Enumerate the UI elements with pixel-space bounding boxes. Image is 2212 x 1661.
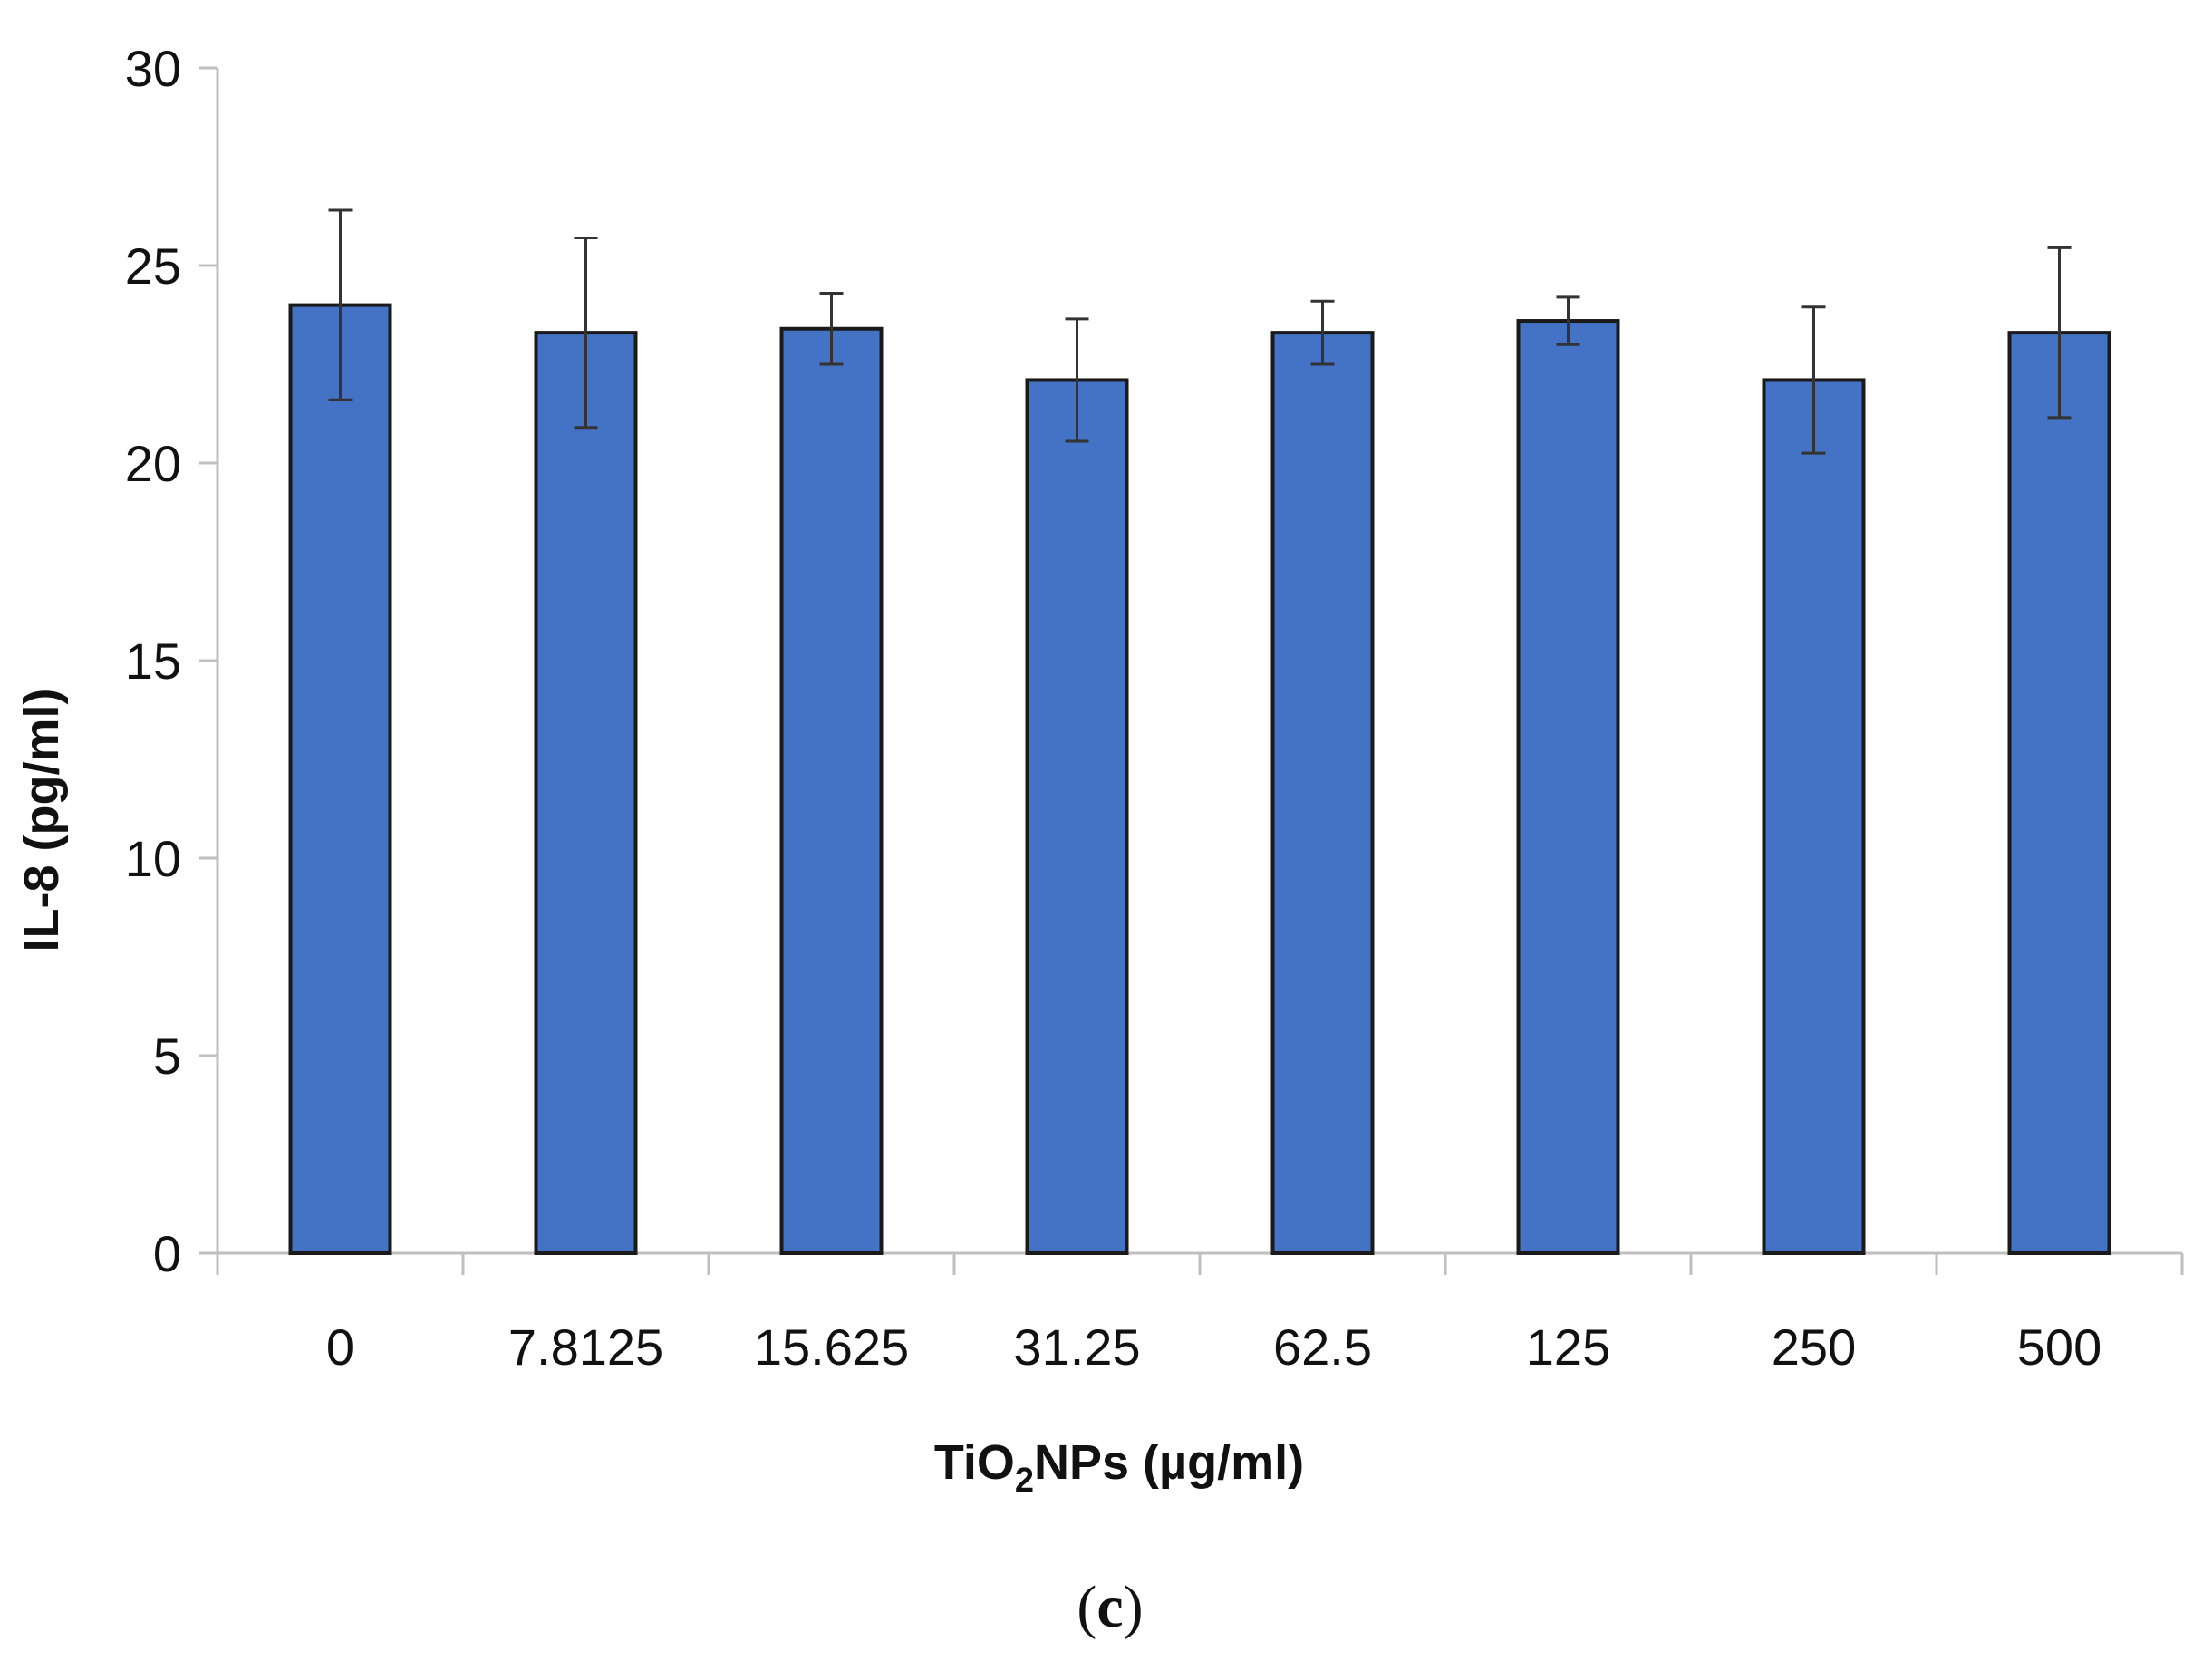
- bar: [534, 331, 638, 1255]
- x-axis-title: TiO2NPs (µg/ml): [934, 1435, 1304, 1500]
- bar: [779, 326, 884, 1255]
- x-tick-label: 500: [2017, 1318, 2101, 1376]
- bar: [1516, 319, 1620, 1255]
- x-axis-title-prefix: TiO: [934, 1435, 1015, 1490]
- y-tick-label: 5: [153, 1028, 181, 1085]
- axes: [199, 66, 2184, 1275]
- y-axis-title: IL-8 (pg/ml): [14, 689, 69, 952]
- bars-group: [288, 303, 2111, 1256]
- tick-labels-group: 0 5 10 15 20 25 30 0 7.8125 15.625 31.25 62.5 125 250…: [125, 40, 2102, 1376]
- bar: [288, 303, 392, 1256]
- y-tick-label: 15: [125, 633, 181, 690]
- x-tick-label: 15.625: [754, 1318, 909, 1376]
- x-tick-label: 7.8125: [508, 1318, 663, 1376]
- x-tick-label: 62.5: [1273, 1318, 1372, 1376]
- x-tick-label: 31.25: [1013, 1318, 1140, 1376]
- y-tick-label: 10: [125, 830, 181, 887]
- panel-label: (c): [1077, 1574, 1143, 1640]
- bar: [2007, 331, 2111, 1255]
- error-bars-group: [328, 208, 2072, 455]
- x-tick-label: 0: [326, 1318, 354, 1376]
- y-tick-label: 0: [153, 1225, 181, 1282]
- bar: [1762, 378, 1866, 1255]
- x-axis-title-suffix: NPs (µg/ml): [1034, 1435, 1304, 1490]
- y-tick-label: 25: [125, 237, 181, 295]
- bar: [1270, 331, 1375, 1255]
- y-tick-label: 20: [125, 435, 181, 492]
- y-tick-label: 30: [125, 40, 181, 97]
- x-axis-title-subscript: 2: [1015, 1462, 1034, 1500]
- bar: [1025, 378, 1129, 1255]
- x-tick-label: 250: [1772, 1318, 1856, 1376]
- x-tick-label: 125: [1526, 1318, 1610, 1376]
